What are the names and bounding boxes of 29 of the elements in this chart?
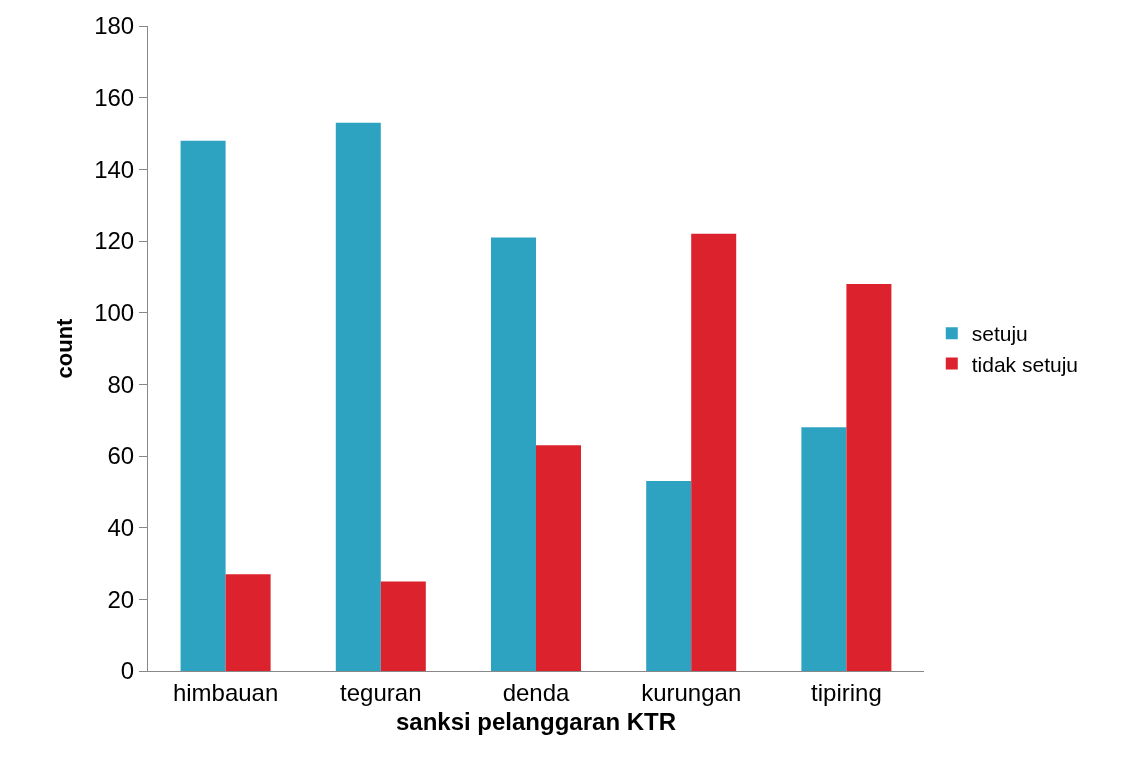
y-tick-label: 180 (94, 12, 135, 40)
bar (536, 445, 582, 671)
bar (691, 233, 737, 671)
bar (225, 574, 271, 671)
y-axis-title: count (51, 317, 77, 379)
bar (801, 427, 847, 671)
x-tick-label: tipiring (811, 678, 882, 706)
bar (490, 237, 536, 671)
y-tick-label: 60 (107, 442, 135, 470)
legend-label: tidak setuju (971, 352, 1078, 376)
bar (180, 140, 226, 671)
legend-label: setuju (971, 322, 1028, 346)
x-tick-label: denda (502, 678, 571, 706)
bar (380, 581, 426, 671)
y-tick-label: 140 (94, 155, 135, 183)
y-tick-label: 160 (94, 84, 135, 112)
bar (846, 284, 892, 671)
bar (646, 481, 692, 671)
y-tick-label: 20 (107, 585, 135, 613)
y-tick-label: 120 (94, 227, 135, 255)
y-tick-label: 40 (107, 514, 135, 542)
y-tick-label: 80 (107, 370, 135, 398)
x-axis-title: sanksi pelanggaran KTR (395, 708, 677, 736)
x-tick-label: teguran (340, 678, 422, 706)
x-tick-label: kurungan (641, 678, 742, 706)
y-tick-label: 100 (94, 299, 135, 327)
y-tick-label: 0 (120, 657, 135, 685)
x-tick-label: himbauan (172, 678, 279, 706)
bar (335, 122, 381, 671)
